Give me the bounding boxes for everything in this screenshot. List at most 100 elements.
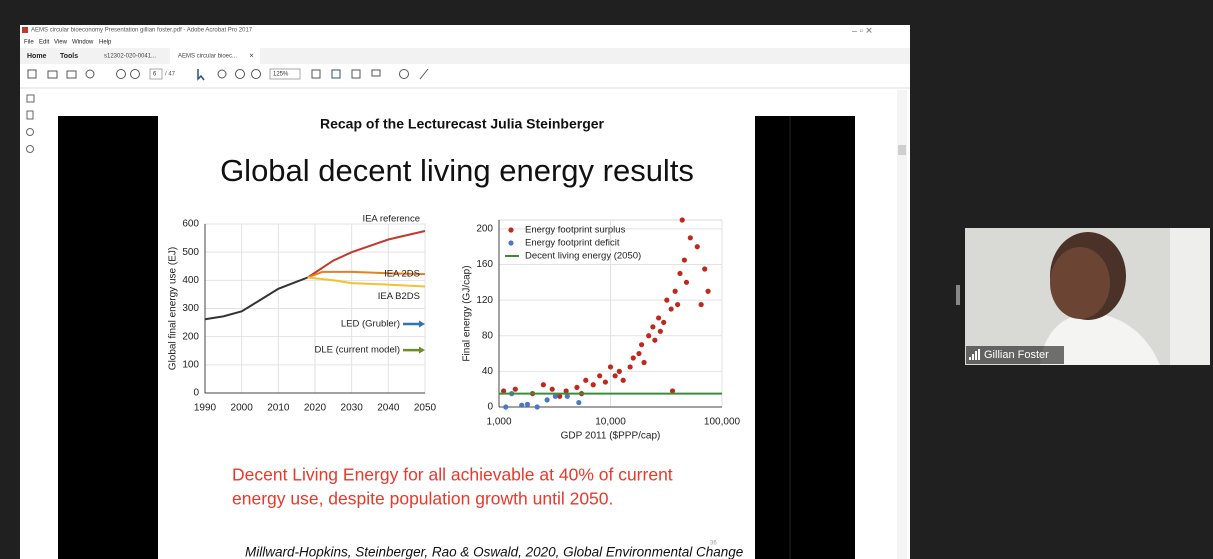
zoom-level: 125% [273,72,289,78]
point [603,379,608,384]
point [576,400,581,405]
point [525,402,530,407]
x-axis-label: GDP 2011 ($PPP/cap) [561,431,661,442]
x-tick-label: 2030 [341,403,364,414]
point [664,298,669,303]
y-tick-label: 400 [182,275,199,286]
point [503,404,508,409]
legend-label: Energy footprint surplus [525,225,626,236]
conclusion-line: Decent Living Energy for all achievable … [232,465,673,485]
point [656,315,661,320]
x-tick-label: 2000 [231,403,254,414]
point [519,403,524,408]
point [677,271,682,276]
person-face [1050,247,1110,319]
point [661,320,666,325]
point [621,378,626,383]
y-axis-label: Global final energy use (EJ) [168,247,179,370]
point [695,244,700,249]
y-tick-label: 160 [476,259,493,270]
y-tick-label: 600 [182,219,199,230]
point [702,266,707,271]
point [658,329,663,334]
y-tick-label: 0 [193,388,199,399]
tab-close[interactable]: ✕ [249,54,254,60]
point [597,373,602,378]
point [673,289,678,294]
point [646,333,651,338]
point [613,373,618,378]
page-count: / 47 [165,72,176,78]
point [688,235,693,240]
x-tick-label: 100,000 [704,417,741,428]
point [628,364,633,369]
tab[interactable]: AEMS circular bioec... [178,54,237,60]
point [641,360,646,365]
point [574,385,579,390]
point [684,280,689,285]
point [636,351,641,356]
point [608,364,613,369]
y-tick-label: 200 [182,331,199,342]
menu-item[interactable]: Edit [39,40,50,46]
app-icon [22,27,28,33]
point [680,217,685,222]
y-tick-label: 0 [487,402,493,413]
legend-label: Energy footprint deficit [525,238,620,249]
point [591,382,596,387]
point [541,382,546,387]
scroll-thumb[interactable] [898,145,906,155]
line-label: IEA reference [362,214,420,225]
point [550,387,555,392]
participant-name: Gillian Foster [984,349,1049,361]
legend-swatch [508,240,513,245]
citation: Millward-Hopkins, Steinberger, Rao & Osw… [245,545,743,559]
marker-label: DLE (current model) [314,345,400,356]
slide-title: Global decent living energy results [220,153,694,188]
x-tick-label: 2020 [304,403,327,414]
slide-header: Recap of the Lecturecast Julia Steinberg… [320,116,605,132]
legend-swatch [508,227,513,232]
point [544,397,549,402]
menu-item[interactable]: Help [99,40,112,46]
point [513,387,518,392]
point [639,342,644,347]
window-controls[interactable]: – ▫ ✕ [852,25,873,35]
y-axis-label: Final energy (GJ/cap) [462,265,473,361]
point [675,302,680,307]
x-tick-label: 10,000 [595,417,626,428]
point [631,355,636,360]
point [699,302,704,307]
x-tick-label: 2010 [267,403,290,414]
y-tick-label: 100 [182,359,199,370]
menu-item[interactable]: Window [72,40,94,46]
tab[interactable]: Tools [60,53,78,60]
x-tick-label: 1990 [194,403,217,414]
menu-item[interactable]: View [54,40,68,46]
marker-label: LED (Grubler) [341,319,400,330]
y-tick-label: 120 [476,295,493,306]
point [652,338,657,343]
x-tick-label: 2050 [414,403,437,414]
y-tick-label: 80 [482,330,494,341]
line-label: IEA B2DS [378,291,420,302]
tab[interactable]: s12302-020-0041... [104,54,156,60]
y-tick-label: 300 [182,303,199,314]
point [650,324,655,329]
conclusion-line: energy use, despite population growth un… [232,489,613,509]
video-handle[interactable] [956,285,960,305]
menu-item[interactable]: File [24,40,34,46]
point [617,369,622,374]
line-label: IEA 2DS [384,269,420,280]
screen: AEMS circular bioeconomy Presentation gi… [0,0,1213,559]
point [583,378,588,383]
x-tick-label: 1,000 [486,417,511,428]
tab[interactable]: Home [27,53,47,60]
y-tick-label: 500 [182,247,199,258]
y-tick-label: 200 [476,224,493,235]
x-tick-label: 2040 [377,403,400,414]
video-wall [1170,228,1210,365]
legend-label: Decent living energy (2050) [525,251,641,262]
point [669,306,674,311]
scrollbar[interactable] [897,90,907,559]
